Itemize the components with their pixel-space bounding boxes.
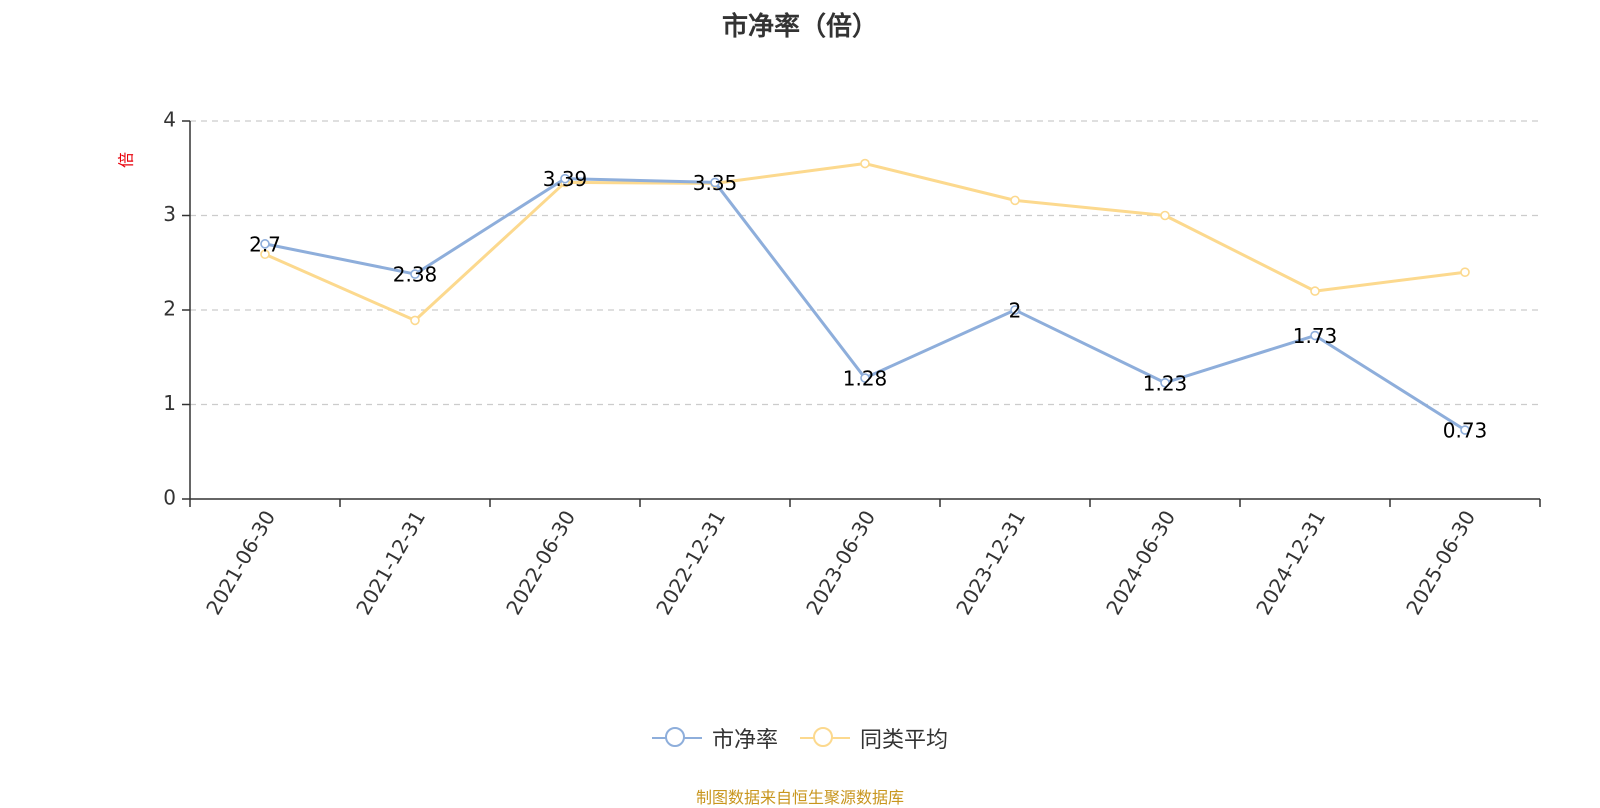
data-point-1	[410, 315, 420, 326]
data-label: 3.39	[543, 167, 588, 191]
data-point-0	[1460, 425, 1470, 435]
data-point-1	[1160, 210, 1170, 221]
data-point-0	[410, 269, 420, 279]
x-tick-label: 2022-06-30	[501, 506, 580, 619]
data-point-0	[260, 239, 270, 249]
data-label: 1.73	[1293, 324, 1338, 348]
legend-label-pb: 市净率	[711, 728, 778, 753]
data-source-note: 制图数据来自恒生聚源数据库	[695, 788, 904, 807]
legend: 市净率 同类平均	[0, 722, 1600, 754]
x-tick-label: 2022-12-31	[651, 506, 730, 619]
legend-swatch-peer-average	[800, 725, 850, 751]
series-line-0	[264, 177, 1466, 432]
data-point-1	[1310, 286, 1320, 296]
data-label: 2.38	[393, 263, 438, 287]
series-line-1	[264, 162, 1466, 322]
grid-lines	[190, 120, 1540, 406]
legend-label-peer-average: 同类平均	[860, 728, 949, 753]
data-point-1	[1460, 267, 1470, 278]
x-tick-label: 2021-12-31	[351, 506, 430, 619]
y-tick-labels: 0 1 2 3 4	[163, 108, 176, 510]
legend-item-peer-average[interactable]: 同类平均	[800, 722, 948, 754]
data-point-1	[1010, 195, 1020, 206]
data-label: 2.7	[249, 232, 281, 256]
x-tick-label: 2021-06-30	[201, 506, 280, 619]
data-point-1	[260, 249, 270, 260]
axes	[182, 120, 1541, 507]
series-lines	[260, 158, 1470, 435]
data-label: 1.23	[1143, 371, 1188, 395]
data-label: 0.73	[1443, 419, 1488, 443]
x-tick-label: 2023-06-30	[801, 506, 880, 619]
x-tick-label: 2024-12-31	[1251, 506, 1330, 619]
y-tick-label: 4	[163, 108, 176, 132]
data-point-0	[1310, 330, 1320, 341]
data-labels: 2.7 2.38 3.39 3.35 1.28 2 1.23 1.73 0.73	[249, 167, 1487, 442]
data-point-0	[710, 177, 720, 188]
data-label: 3.35	[693, 171, 738, 195]
y-axis-unit: 倍	[117, 152, 136, 168]
data-label: 1.28	[843, 367, 888, 391]
x-tick-label: 2024-06-30	[1101, 506, 1180, 619]
data-point-0	[1160, 377, 1170, 388]
x-tick-labels: 2021-06-30 2021-12-31 2022-06-30 2022-12-31…	[201, 506, 1480, 619]
legend-item-pb[interactable]: 市净率	[651, 722, 778, 754]
y-tick-label: 2	[163, 297, 176, 321]
x-tick-label: 2025-06-30	[1401, 506, 1480, 619]
chart-title: 市净率（倍）	[721, 12, 878, 42]
data-label: 2	[1009, 299, 1022, 323]
x-tick-label: 2023-12-31	[951, 506, 1030, 619]
data-point-0	[560, 173, 570, 184]
data-point-1	[860, 158, 870, 169]
y-tick-label: 0	[163, 486, 176, 510]
data-point-0	[860, 373, 870, 383]
data-point-0	[1010, 305, 1020, 315]
y-tick-label: 3	[163, 202, 176, 226]
legend-swatch-pb	[651, 725, 702, 751]
y-tick-label: 1	[163, 391, 176, 415]
line-chart: 0 1 2 3 4 2021-06-30 2021-12-31 2022-06-30 2022…	[117, 108, 1541, 619]
